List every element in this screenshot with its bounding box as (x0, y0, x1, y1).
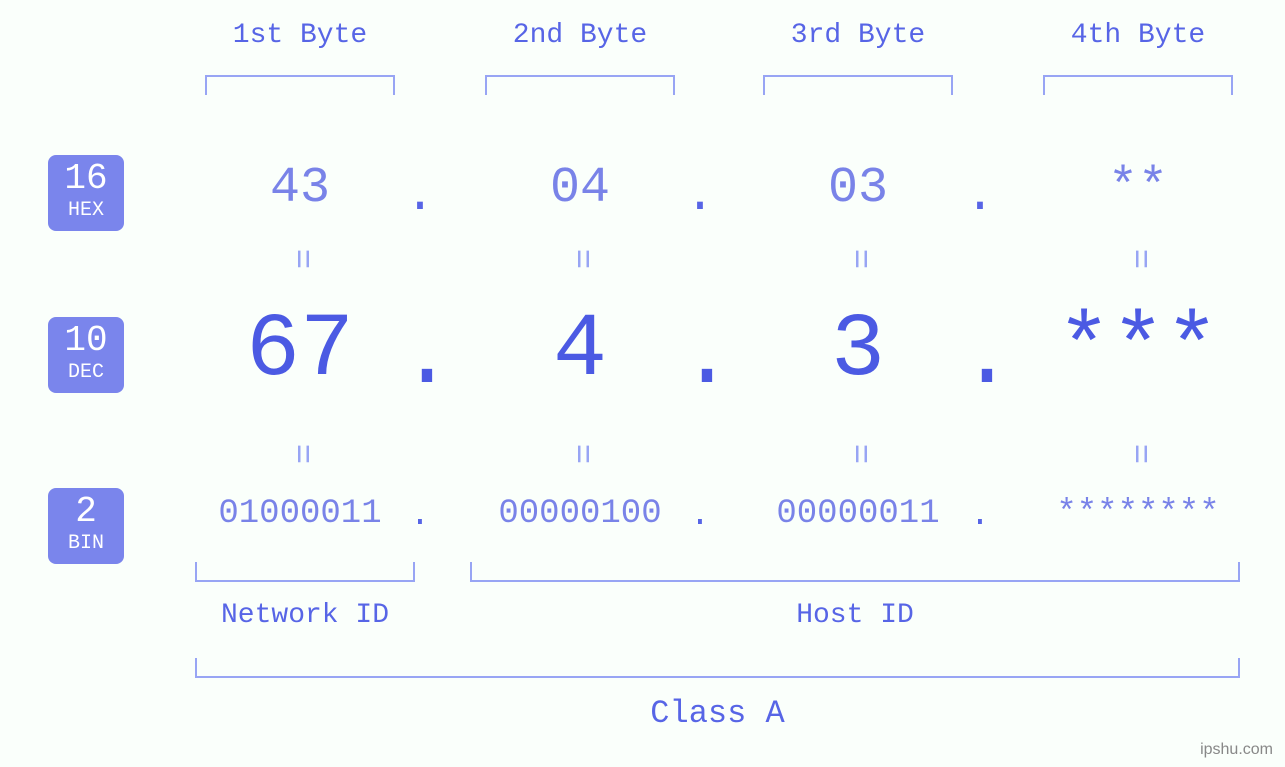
base-number: 16 (48, 161, 124, 197)
equals-icon: = (839, 249, 877, 269)
dec-value: 4 (450, 300, 710, 402)
separator-dot: . (400, 308, 440, 410)
class-label: Class A (195, 695, 1240, 732)
id-bracket (195, 562, 415, 582)
separator-dot: . (680, 308, 720, 410)
class-bracket (195, 658, 1240, 678)
base-number: 10 (48, 323, 124, 359)
bin-value: 00000100 (450, 495, 710, 533)
dec-value: 67 (170, 300, 430, 402)
byte-header: 3rd Byte (758, 20, 958, 51)
hex-value: 04 (450, 160, 710, 217)
bin-value: 00000011 (728, 495, 988, 533)
byte-top-bracket (485, 75, 675, 95)
hex-value: 03 (728, 160, 988, 217)
separator-dot: . (400, 168, 440, 225)
id-label: Host ID (470, 600, 1240, 631)
equals-icon: = (281, 444, 319, 464)
equals-icon: = (1119, 444, 1157, 464)
base-badge-bin: 2BIN (48, 488, 124, 564)
equals-icon: = (561, 249, 599, 269)
id-bracket (470, 562, 1240, 582)
base-label: DEC (48, 361, 124, 385)
equals-icon: = (561, 444, 599, 464)
base-badge-dec: 10DEC (48, 317, 124, 393)
separator-dot: . (680, 497, 720, 535)
base-label: HEX (48, 199, 124, 223)
equals-icon: = (281, 249, 319, 269)
separator-dot: . (960, 497, 1000, 535)
separator-dot: . (400, 497, 440, 535)
equals-icon: = (1119, 249, 1157, 269)
separator-dot: . (960, 308, 1000, 410)
base-number: 2 (48, 494, 124, 530)
watermark: ipshu.com (1200, 741, 1273, 759)
byte-header: 1st Byte (200, 20, 400, 51)
base-label: BIN (48, 532, 124, 556)
dec-value: 3 (728, 300, 988, 402)
byte-top-bracket (1043, 75, 1233, 95)
equals-icon: = (839, 444, 877, 464)
separator-dot: . (680, 168, 720, 225)
byte-header: 4th Byte (1038, 20, 1238, 51)
byte-header: 2nd Byte (480, 20, 680, 51)
dec-value: *** (1008, 300, 1268, 402)
bin-value: ******** (1008, 495, 1268, 533)
separator-dot: . (960, 168, 1000, 225)
base-badge-hex: 16HEX (48, 155, 124, 231)
byte-top-bracket (205, 75, 395, 95)
byte-top-bracket (763, 75, 953, 95)
id-label: Network ID (195, 600, 415, 631)
bin-value: 01000011 (170, 495, 430, 533)
hex-value: 43 (170, 160, 430, 217)
hex-value: ** (1008, 160, 1268, 217)
